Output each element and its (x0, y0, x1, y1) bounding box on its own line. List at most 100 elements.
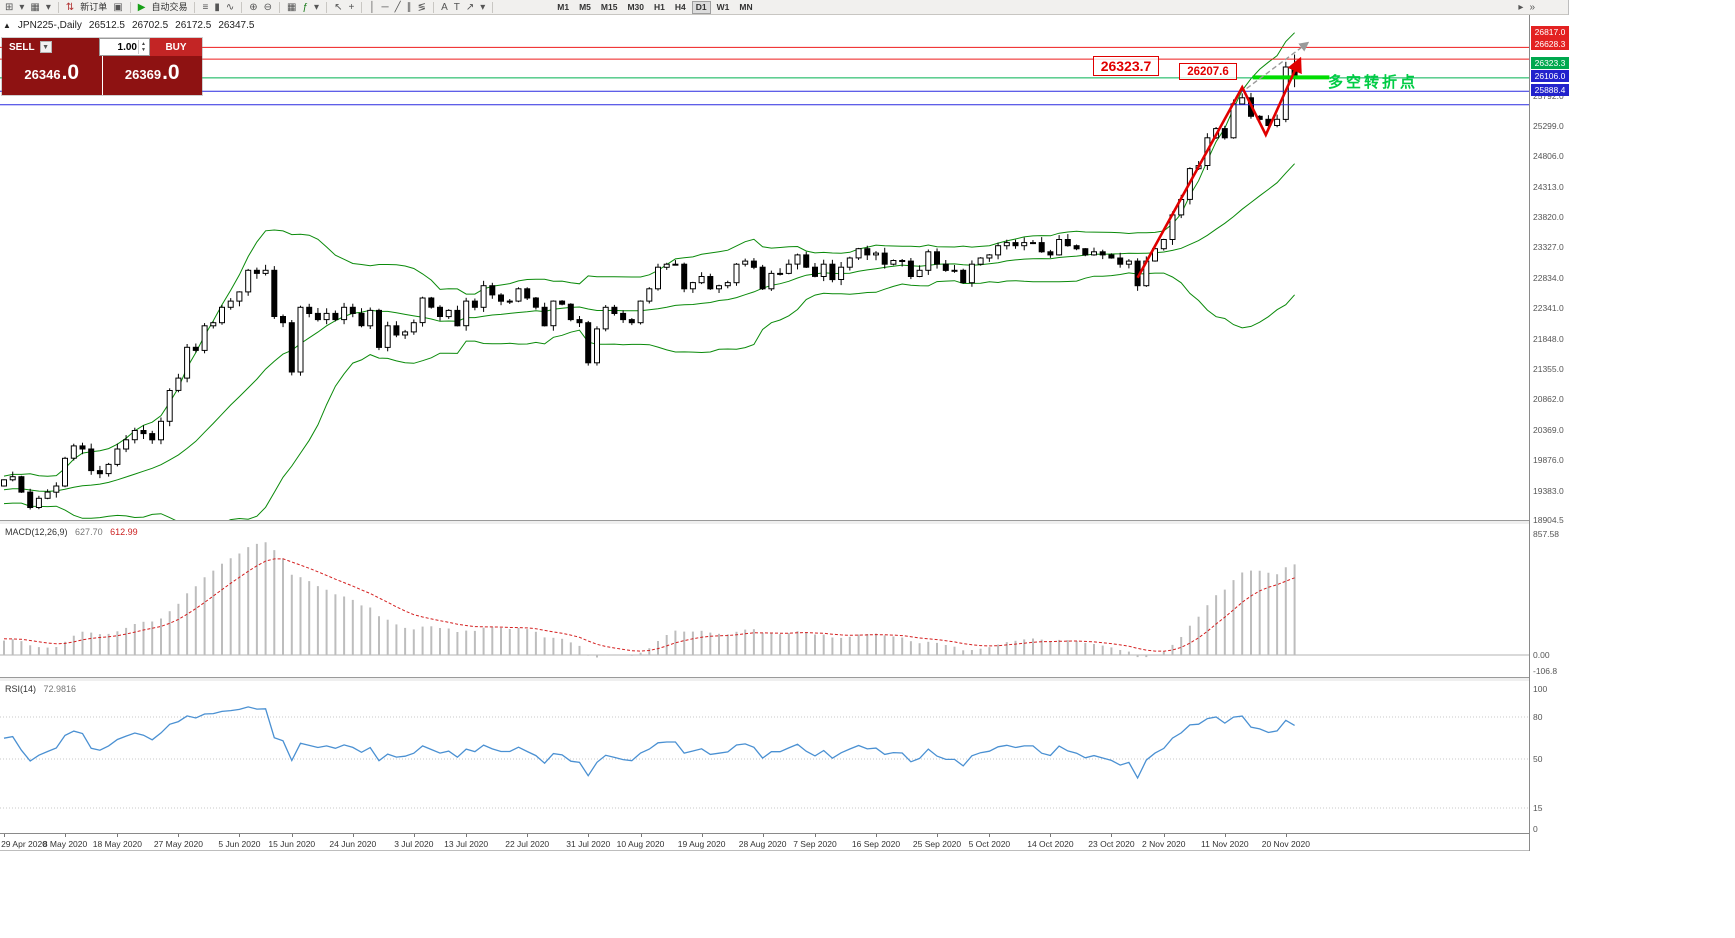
buy-button[interactable]: BUY (150, 38, 202, 56)
tile-windows-icon[interactable]: ▦ (287, 1, 297, 13)
buy-price-button[interactable]: 26369 .0 (102, 56, 202, 95)
channel-icon[interactable]: ∥ (406, 1, 412, 13)
rsi-name: RSI(14) (5, 684, 37, 694)
timeframe-m15[interactable]: M15 (600, 1, 618, 12)
date-label: 18 May 2020 (92, 839, 142, 849)
macd-axis-label: -106.8 (1533, 666, 1558, 676)
timeframe-m1[interactable]: M1 (557, 1, 570, 12)
date-label: 19 Aug 2020 (677, 839, 726, 849)
price-axis-label: 20862.0 (1533, 394, 1564, 405)
price-annotation-26207[interactable]: 26207.6 (1179, 63, 1237, 80)
price-chart-canvas[interactable] (0, 30, 1529, 535)
price-axis[interactable]: 25792.025299.024806.024313.023820.023327… (1529, 15, 1569, 851)
date-label: 23 Oct 2020 (1088, 839, 1135, 849)
one-click-trading-panel: SELL ▼ 1.00 ▲ ▼ BUY 26346 .0 26369 .0 (2, 38, 202, 95)
trendline-icon[interactable]: ╱ (394, 1, 401, 13)
zoom-in-icon[interactable]: ⊕ (249, 1, 258, 13)
zoom-out-icon[interactable]: ⊖ (263, 1, 273, 13)
horizontal-line-icon[interactable]: ─ (381, 1, 389, 13)
shapes-caret-icon[interactable]: ▾ (480, 1, 486, 13)
date-label: 3 Jul 2020 (394, 839, 434, 849)
time-axis-tick (1111, 834, 1113, 837)
timeframe-h1[interactable]: H1 (653, 1, 665, 12)
indicators-caret-icon[interactable]: ▾ (314, 1, 320, 13)
projection-arrow-grey[interactable] (1246, 41, 1310, 90)
price-axis-label: 24806.0 (1533, 151, 1564, 162)
rsi-line (3, 706, 1295, 780)
timeframe-w1[interactable]: W1 (716, 1, 730, 12)
trend-zigzag-arrow[interactable] (1136, 56, 1302, 279)
chart-profiles-icon[interactable]: ▦ (30, 1, 40, 13)
sell-price-button[interactable]: 26346 .0 (2, 56, 102, 95)
date-label: 5 Jun 2020 (218, 839, 261, 849)
main-chart-panel[interactable] (0, 15, 1529, 531)
autotrade-icon[interactable]: ▶ (137, 1, 146, 13)
time-axis-tick (65, 834, 67, 837)
time-axis-tick (989, 834, 991, 837)
line-chart-icon[interactable]: ∿ (225, 1, 235, 13)
toolbar-separator (433, 1, 435, 13)
candlestick-chart-icon[interactable]: ▮ (214, 1, 220, 13)
volume-value: 1.00 (117, 41, 137, 53)
cursor-icon[interactable]: ↖ (334, 1, 343, 13)
new-order-icon[interactable]: ⇅ (65, 1, 75, 13)
price-axis-label: 19383.0 (1533, 485, 1564, 496)
time-axis-tick (876, 834, 877, 837)
sell-options-caret-icon[interactable]: ▼ (39, 41, 52, 53)
rsi-axis-label: 15 (1533, 803, 1543, 813)
price-axis-badge: 26106.0 (1531, 70, 1569, 83)
ohlc-close: 26347.5 (218, 20, 255, 31)
autotrade-button[interactable]: 自动交易 (151, 1, 188, 12)
macd-signal-line (3, 558, 1295, 652)
text-icon[interactable]: A (441, 1, 448, 13)
one-click-collapse-icon[interactable]: ▲ (3, 21, 11, 30)
rsi-value: 72.9816 (43, 684, 77, 694)
vertical-line-icon[interactable]: │ (369, 1, 376, 13)
time-axis-tick (1285, 834, 1287, 837)
panel-splitter-macd[interactable] (0, 520, 1529, 524)
timeframe-h4[interactable]: H4 (674, 1, 686, 12)
date-label: 2 Nov 2020 (1142, 839, 1186, 849)
chart-shift-icon[interactable]: ▸ (1518, 1, 1524, 13)
toolbar-separator (361, 1, 363, 13)
macd-panel[interactable] (0, 524, 1529, 677)
text-label-icon[interactable]: T (453, 1, 460, 13)
auto-scroll-icon[interactable]: » (1529, 1, 1535, 13)
date-label: 10 Aug 2020 (616, 839, 665, 849)
rsi-axis-label: 100 (1533, 684, 1548, 694)
timeframe-m30[interactable]: M30 (627, 1, 644, 12)
price-axis-badge: 25888.4 (1531, 83, 1569, 96)
indicators-icon[interactable]: ƒ (302, 1, 309, 13)
date-label: 31 Jul 2020 (566, 839, 611, 849)
rsi-indicator-label: RSI(14) 72.9816 (5, 684, 76, 694)
panel-splitter-rsi[interactable] (0, 677, 1529, 681)
bar-chart-icon[interactable]: ≡ (202, 1, 209, 13)
mt4-window: ⊞ ▾ ▦ ▾ ⇅ 新订单 ▣ ▶ 自动交易 ≡ ▮ ∿ ⊕ ⊖ ▦ ƒ ▾ ↖ + │ ─ ╱ ∥ ≶ A T ↗ ▾ M1 M5 M15… (0, 0, 1569, 851)
timeframe-m5[interactable]: M5 (579, 1, 591, 12)
chart-windows-icon[interactable]: ▣ (113, 1, 123, 13)
new-order-button[interactable]: 新订单 (80, 1, 108, 12)
date-label: 20 Nov 2020 (1261, 839, 1310, 849)
chart-profiles-caret-icon[interactable]: ▾ (45, 1, 51, 13)
new-chart-icon[interactable]: ⊞ (5, 1, 14, 13)
rsi-panel[interactable] (0, 681, 1529, 833)
arrows-icon[interactable]: ↗ (465, 1, 475, 13)
volume-spinner[interactable]: ▲ ▼ (138, 40, 148, 54)
macd-axis-label: 857.58 (1533, 529, 1559, 539)
price-annotation-26323[interactable]: 26323.7 (1093, 56, 1159, 76)
time-axis-tick (291, 834, 293, 837)
timeframe-d1[interactable]: D1 (691, 0, 711, 14)
turning-point-note[interactable]: 多空转折点 (1328, 74, 1419, 91)
volume-input[interactable]: 1.00 ▲ ▼ (99, 38, 150, 56)
sell-button[interactable]: SELL ▼ (2, 38, 99, 56)
ohlc-open: 26512.5 (88, 20, 125, 31)
time-axis[interactable]: 29 Apr 2020 8 May 2020 18 May 2020 27 May 2… (0, 833, 1529, 850)
timeframe-mn[interactable]: MN (739, 1, 753, 12)
time-axis-tick (117, 834, 119, 837)
crosshair-icon[interactable]: + (348, 1, 355, 13)
new-chart-caret-icon[interactable]: ▾ (19, 1, 25, 13)
symbol-period-label: JPN225-,Daily (17, 20, 82, 31)
price-axis-label: 23327.0 (1533, 242, 1564, 253)
fibonacci-icon[interactable]: ≶ (417, 1, 427, 13)
rsi-axis-label: 80 (1533, 712, 1543, 722)
